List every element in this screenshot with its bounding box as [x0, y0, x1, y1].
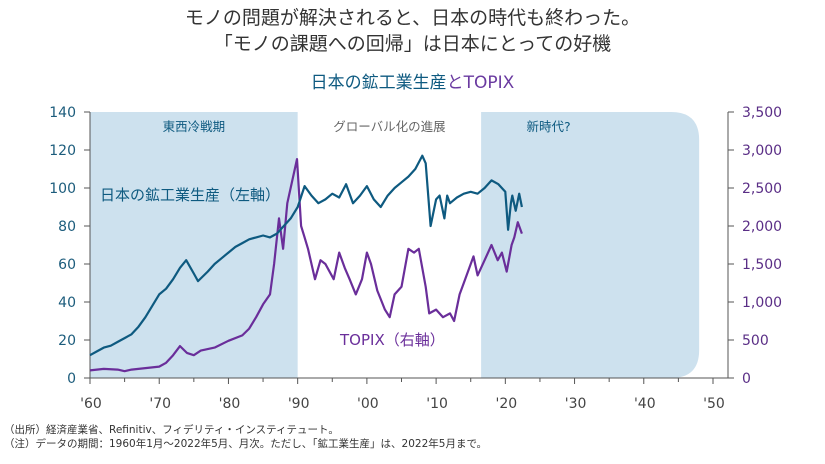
x-tick-label: '10 [426, 396, 448, 412]
era-shade-2 [481, 112, 700, 378]
era-shade-0 [90, 112, 298, 378]
x-tick-label: '80 [219, 396, 241, 412]
right-tick-label: 2,000 [742, 219, 782, 235]
x-tick-label: '20 [495, 396, 517, 412]
x-tick-label: '00 [357, 396, 379, 412]
era-label: 新時代? [527, 119, 571, 134]
source-note: （出所）経済産業省、Refinitiv、フィデリティ・インスティテュート。 [4, 424, 339, 436]
left-tick-label: 100 [49, 181, 76, 197]
left-tick-label: 60 [58, 257, 76, 273]
production-series-label: 日本の鉱工業生産（左軸） [100, 186, 280, 204]
data-period-note: （注）データの期間：1960年1月～2022年5月、月次。ただし、「鉱工業生産」… [4, 438, 488, 450]
era-label: 東西冷戦期 [163, 119, 226, 134]
chart-title-production: 日本の鉱工業生産 [310, 73, 447, 93]
left-tick-label: 140 [49, 105, 76, 121]
x-tick-label: '50 [703, 396, 725, 412]
chart-title-topix: とTOPIX [446, 73, 515, 93]
x-tick-label: '30 [565, 396, 587, 412]
topix-line [89, 158, 523, 373]
left-tick-label: 120 [49, 143, 76, 159]
right-tick-label: 500 [742, 333, 769, 349]
topix-series-label: TOPIX（右軸） [339, 331, 445, 349]
left-tick-label: 40 [58, 295, 76, 311]
era-label: グローバル化の進展 [333, 119, 445, 134]
headline-line1: モノの問題が解決されると、日本の時代も終わった。 [184, 7, 641, 29]
right-tick-label: 3,500 [742, 105, 782, 121]
right-tick-label: 0 [742, 371, 751, 387]
chart-title: 日本の鉱工業生産とTOPIX [0, 68, 825, 93]
right-tick-label: 2,500 [742, 181, 782, 197]
production-line [89, 154, 523, 357]
x-tick-label: '40 [634, 396, 656, 412]
left-tick-label: 0 [67, 371, 76, 387]
right-tick-label: 1,000 [742, 295, 782, 311]
x-tick-label: '90 [288, 396, 310, 412]
left-tick-label: 80 [58, 219, 76, 235]
left-tick-label: 20 [58, 333, 76, 349]
right-tick-label: 1,500 [742, 257, 782, 273]
x-tick-label: '60 [80, 396, 102, 412]
x-tick-label: '70 [149, 396, 171, 412]
right-tick-label: 3,000 [742, 143, 782, 159]
headline-line2: 「モノの課題への回帰」は日本にとっての好機 [213, 33, 612, 55]
